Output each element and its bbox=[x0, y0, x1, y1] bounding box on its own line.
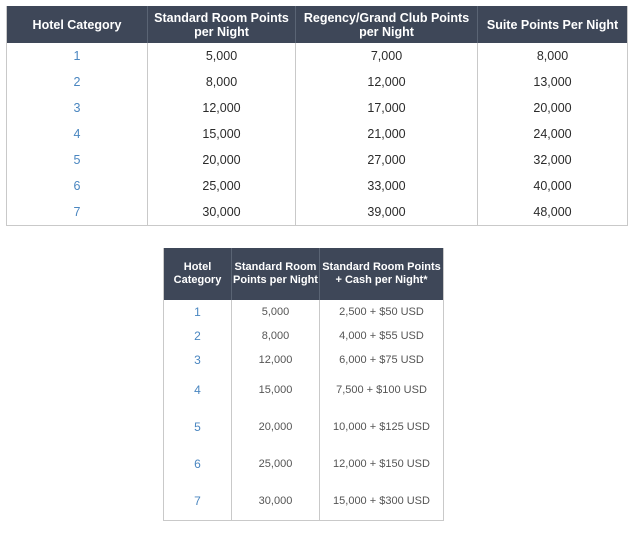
points-cash-cell: 4,000 + $55 USD bbox=[319, 324, 444, 348]
category-cell: 5 bbox=[194, 420, 201, 434]
standard-points-cell: 30,000 bbox=[231, 483, 320, 521]
standard-points-cell: 8,000 bbox=[147, 69, 296, 95]
header-points-cash: Standard Room Points + Cash per Night* bbox=[319, 248, 444, 300]
table-row: 4 15,000 21,000 24,000 bbox=[7, 121, 628, 147]
club-points-cell: 12,000 bbox=[295, 69, 478, 95]
club-points-cell: 7,000 bbox=[295, 43, 478, 69]
points-cash-cell: 12,000 + $150 USD bbox=[319, 446, 444, 483]
standard-points-cell: 20,000 bbox=[147, 147, 296, 173]
header-standard-room: Standard Room Points per Night bbox=[147, 6, 296, 43]
table-row: 1 5,000 2,500 + $50 USD bbox=[164, 300, 444, 324]
standard-points-cell: 8,000 bbox=[231, 324, 320, 348]
table-row: 6 25,000 33,000 40,000 bbox=[7, 173, 628, 199]
suite-points-cell: 32,000 bbox=[477, 147, 628, 173]
standard-points-cell: 12,000 bbox=[231, 348, 320, 372]
table-row: 2 8,000 4,000 + $55 USD bbox=[164, 324, 444, 348]
table-row: 5 20,000 27,000 32,000 bbox=[7, 147, 628, 173]
points-cash-cell: 7,500 + $100 USD bbox=[319, 372, 444, 409]
table-row: 4 15,000 7,500 + $100 USD bbox=[164, 372, 444, 409]
standard-points-cell: 5,000 bbox=[231, 300, 320, 324]
suite-points-cell: 48,000 bbox=[477, 199, 628, 226]
club-points-cell: 17,000 bbox=[295, 95, 478, 121]
category-cell: 2 bbox=[194, 328, 201, 343]
table-row: 6 25,000 12,000 + $150 USD bbox=[164, 446, 444, 483]
club-points-cell: 33,000 bbox=[295, 173, 478, 199]
suite-points-cell: 20,000 bbox=[477, 95, 628, 121]
category-cell: 7 bbox=[194, 494, 201, 508]
points-cash-cell: 15,000 + $300 USD bbox=[319, 483, 444, 521]
category-cell: 3 bbox=[194, 352, 201, 367]
points-cash-cell: 6,000 + $75 USD bbox=[319, 348, 444, 372]
table-header-row: Hotel Category Standard Room Points per … bbox=[163, 248, 444, 300]
category-cell: 3 bbox=[73, 101, 81, 115]
category-cell: 7 bbox=[73, 205, 81, 219]
suite-points-cell: 13,000 bbox=[477, 69, 628, 95]
table-row: 1 5,000 7,000 8,000 bbox=[7, 43, 628, 69]
standard-points-cell: 15,000 bbox=[147, 121, 296, 147]
category-cell: 4 bbox=[73, 127, 81, 141]
standard-points-cell: 20,000 bbox=[231, 409, 320, 446]
standard-points-cell: 25,000 bbox=[147, 173, 296, 199]
club-points-cell: 21,000 bbox=[295, 121, 478, 147]
standard-points-cell: 5,000 bbox=[147, 43, 296, 69]
points-cash-table: Hotel Category Standard Room Points per … bbox=[163, 248, 444, 521]
points-cash-cell: 10,000 + $125 USD bbox=[319, 409, 444, 446]
category-cell: 5 bbox=[73, 153, 81, 167]
suite-points-cell: 24,000 bbox=[477, 121, 628, 147]
table-row: 3 12,000 6,000 + $75 USD bbox=[164, 348, 444, 372]
category-cell: 6 bbox=[73, 179, 81, 193]
header-hotel-category: Hotel Category bbox=[163, 248, 232, 300]
header-standard-room: Standard Room Points per Night bbox=[231, 248, 320, 300]
category-cell: 2 bbox=[73, 75, 81, 89]
category-cell: 4 bbox=[194, 383, 201, 397]
table-row: 7 30,000 15,000 + $300 USD bbox=[164, 483, 444, 521]
standard-points-cell: 30,000 bbox=[147, 199, 296, 226]
points-cash-cell: 2,500 + $50 USD bbox=[319, 300, 444, 324]
category-cell: 1 bbox=[194, 304, 201, 319]
club-points-cell: 27,000 bbox=[295, 147, 478, 173]
standard-points-cell: 25,000 bbox=[231, 446, 320, 483]
table-row: 3 12,000 17,000 20,000 bbox=[7, 95, 628, 121]
table-row: 5 20,000 10,000 + $125 USD bbox=[164, 409, 444, 446]
club-points-cell: 39,000 bbox=[295, 199, 478, 226]
suite-points-cell: 8,000 bbox=[477, 43, 628, 69]
table-row: 2 8,000 12,000 13,000 bbox=[7, 69, 628, 95]
header-hotel-category: Hotel Category bbox=[6, 6, 148, 43]
award-chart-table: Hotel Category Standard Room Points per … bbox=[6, 6, 628, 226]
table-header-row: Hotel Category Standard Room Points per … bbox=[6, 6, 628, 43]
suite-points-cell: 40,000 bbox=[477, 173, 628, 199]
table-row: 7 30,000 39,000 48,000 bbox=[7, 199, 628, 226]
standard-points-cell: 15,000 bbox=[231, 372, 320, 409]
header-suite: Suite Points Per Night bbox=[477, 6, 628, 43]
standard-points-cell: 12,000 bbox=[147, 95, 296, 121]
category-cell: 1 bbox=[73, 49, 81, 63]
header-regency-club: Regency/Grand Club Points per Night bbox=[295, 6, 478, 43]
category-cell: 6 bbox=[194, 457, 201, 471]
